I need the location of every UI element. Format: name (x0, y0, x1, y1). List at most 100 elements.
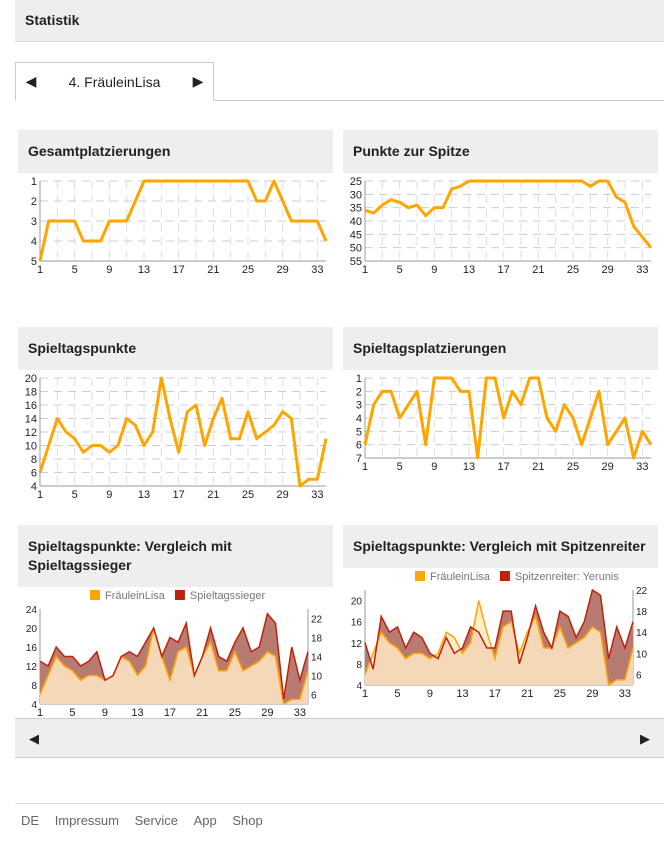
x-tick-label: 33 (311, 264, 323, 275)
y-tick-label: 14 (25, 414, 37, 426)
x-tick-label: 9 (106, 264, 112, 275)
matchday-nav: ◀ ▶ (15, 718, 664, 758)
x-tick-label: 25 (554, 688, 566, 699)
panel-spieltagspunkte: Spieltagspunkte 4 6 8 10 12 14 16 18 20 1 5 9 13 17 21… (18, 327, 333, 500)
series-line-fraeuleinlisa (39, 627, 309, 706)
y-tick-label: 8 (356, 660, 362, 671)
x-tick-label: 13 (463, 264, 475, 275)
triangle-left-icon[interactable]: ◀ (29, 731, 39, 746)
x-tick-label: 5 (394, 688, 400, 699)
triangle-right-icon[interactable]: ▶ (192, 73, 204, 89)
x-tick-label: 21 (196, 707, 208, 718)
legend-label: Spitzenreiter: Yerunis (515, 571, 619, 583)
x-tick-label: 25 (567, 264, 579, 275)
footer-link-service[interactable]: Service (134, 813, 178, 828)
panel-title: Spieltagsplatzierungen (343, 327, 658, 370)
x-tick-label: 29 (277, 264, 289, 275)
panel-title: Gesamtplatzierungen (18, 130, 333, 173)
x-tick-label: 13 (138, 264, 150, 275)
legend-swatch (499, 571, 510, 581)
y-tick-label: 22 (636, 586, 648, 597)
y-tick-label: 5 (31, 256, 37, 268)
tab-divider (15, 100, 664, 101)
player-tab[interactable]: ◀ 4. FräuleinLisa ▶ (15, 62, 214, 101)
footer-link-impressum[interactable]: Impressum (54, 813, 119, 828)
y-tick-label: 20 (26, 624, 38, 635)
y-tick-label: 20 (351, 597, 363, 608)
panel-punkte-zur-spitze: Punkte zur Spitze 25 30 35 40 45 50 55 1 5 9 13 17 2… (343, 130, 658, 275)
y-tick-label: 18 (636, 607, 648, 618)
legend-swatch (90, 590, 100, 600)
x-tick-label: 5 (72, 264, 78, 275)
series-line (363, 376, 653, 460)
x-tick-label: 33 (311, 489, 323, 500)
panel-vergleich-spieltagssieger: Spieltagspunkte: Vergleich mit Spieltags… (18, 525, 333, 718)
y-tick-label: 7 (356, 453, 362, 465)
triangle-left-icon[interactable]: ◀ (25, 73, 37, 89)
chart-vergleich-spitzenreiter: FräuleinLisa Spitzenreiter: Yerunis 4 6 8 10 1… (351, 571, 648, 699)
panel-vergleich-spitzenreiter: Spieltagspunkte: Vergleich mit Spitzenre… (343, 525, 658, 699)
y-tick-label: 20 (25, 373, 37, 385)
x-tick-label: 33 (619, 688, 631, 699)
x-tick-label: 29 (261, 707, 273, 718)
x-tick-label: 25 (567, 461, 579, 472)
footer-link-shop[interactable]: Shop (232, 813, 263, 828)
y-tick-label: 2 (31, 196, 37, 208)
triangle-right-icon[interactable]: ▶ (640, 731, 650, 746)
y-tick-label: 10 (636, 649, 648, 660)
x-tick-label: 33 (636, 461, 648, 472)
x-tick-label: 17 (498, 461, 510, 472)
y-tick-label: 50 (350, 243, 362, 255)
y-tick-label: 4 (31, 481, 37, 493)
x-tick-label: 13 (131, 707, 143, 718)
x-tick-label: 21 (532, 461, 544, 472)
y-tick-label: 6 (636, 670, 642, 681)
y-tick-label: 3 (356, 400, 362, 412)
y-tick-label: 1 (31, 176, 37, 188)
panel-title: Spieltagspunkte: Vergleich mit Spieltags… (18, 525, 333, 587)
x-tick-label: 33 (636, 264, 648, 275)
y-tick-label: 8 (31, 681, 37, 692)
y-tick-label: 4 (356, 413, 362, 425)
y-tick-label: 18 (311, 634, 323, 645)
y-tick-label: 10 (311, 672, 323, 683)
footer-link-app[interactable]: App (193, 813, 217, 828)
series-line-fraeuleinlisa (364, 600, 634, 687)
x-tick-label: 21 (207, 489, 219, 500)
page-header: Statistik (15, 0, 664, 42)
y-tick-label: 16 (351, 618, 363, 629)
footer-link-de[interactable]: DE (21, 813, 40, 828)
page-title: Statistik (25, 12, 80, 28)
y-tick-label: 3 (31, 216, 37, 228)
y-tick-label: 14 (311, 653, 323, 664)
y-tick-label: 40 (350, 216, 362, 228)
x-tick-label: 9 (427, 688, 433, 699)
panel-title: Spieltagspunkte: Vergleich mit Spitzenre… (343, 525, 658, 568)
x-tick-label: 5 (397, 461, 403, 472)
x-tick-label: 29 (277, 489, 289, 500)
x-tick-label: 9 (431, 461, 437, 472)
y-tick-label: 6 (31, 468, 37, 480)
y-tick-label: 10 (25, 441, 37, 453)
y-tick-label: 18 (25, 387, 37, 399)
y-tick-label: 2 (356, 386, 362, 398)
y-tick-label: 12 (26, 662, 38, 673)
x-tick-label: 1 (362, 688, 368, 699)
x-tick-label: 9 (431, 264, 437, 275)
y-tick-label: 1 (356, 373, 362, 385)
x-tick-label: 21 (207, 264, 219, 275)
y-tick-label: 45 (350, 229, 362, 241)
chart-vergleich-spieltagssieger: FräuleinLisa Spieltagssieger 4 6 8 10 12 14 16 18… (26, 590, 323, 718)
x-tick-label: 13 (456, 688, 468, 699)
y-tick-label: 30 (350, 189, 362, 201)
y-tick-label: 16 (25, 400, 37, 412)
x-tick-label: 5 (69, 707, 75, 718)
y-tick-label: 4 (31, 236, 37, 248)
x-tick-label: 25 (229, 707, 241, 718)
area-fraeuleinlisa (365, 600, 633, 685)
panel-spieltagsplatzierungen: Spieltagsplatzierungen 1 2 3 4 5 6 7 1 5 9 13 17 21 2… (343, 327, 658, 472)
legend-label: Spieltagssieger (190, 590, 266, 602)
